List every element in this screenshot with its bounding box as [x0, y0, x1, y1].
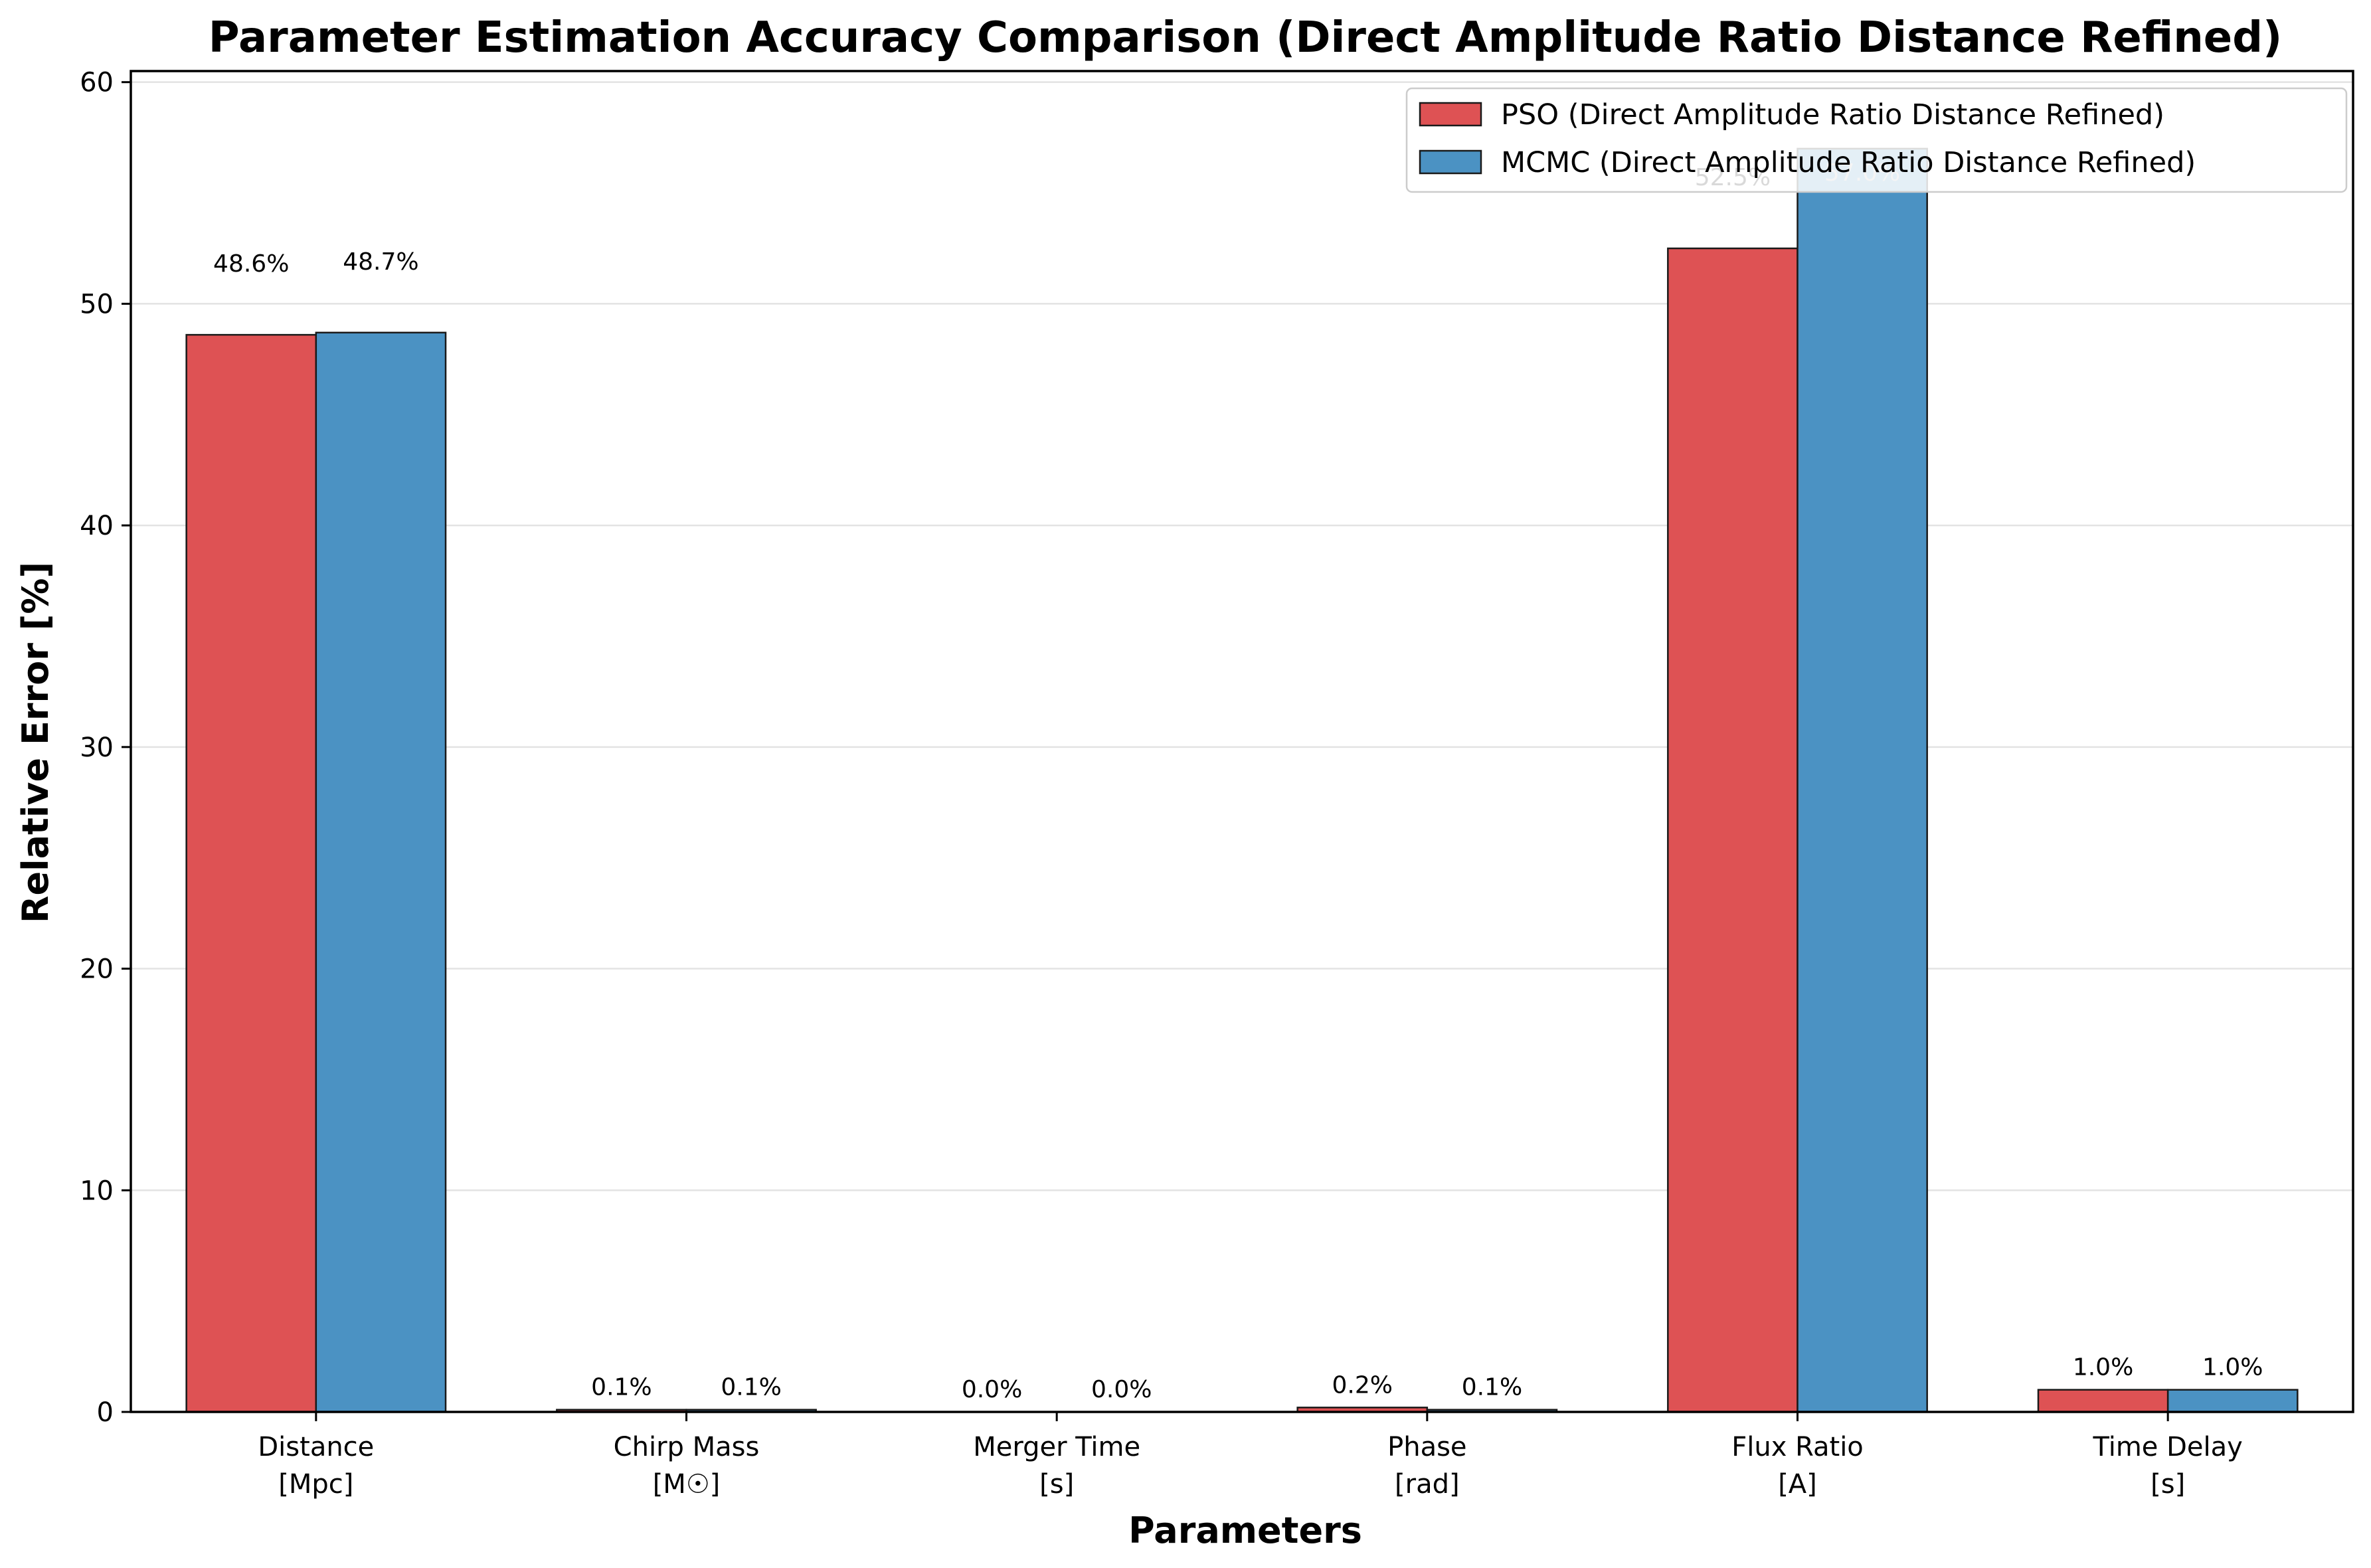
x-axis-label: Parameters — [1128, 1510, 1362, 1551]
x-tick-label: [A] — [1778, 1469, 1817, 1500]
y-tick-label: 40 — [80, 511, 114, 541]
legend-box — [1405, 87, 2348, 193]
bar-value-label: 0.1% — [1462, 1374, 1522, 1401]
bar-pso — [185, 333, 317, 1413]
bar-value-label: 0.1% — [721, 1374, 781, 1401]
bar-mcmc — [1797, 147, 1928, 1413]
x-tick-label: Flux Ratio — [1731, 1432, 1864, 1462]
bars — [185, 147, 2299, 1413]
gridlines — [131, 81, 2353, 1191]
x-tick-label: [M☉] — [653, 1469, 721, 1500]
x-tick-label: [s] — [1039, 1469, 1074, 1500]
x-tick-label: [rad] — [1395, 1469, 1460, 1500]
y-tick-label: 10 — [80, 1176, 114, 1206]
bar-value-label: 0.0% — [1091, 1376, 1152, 1403]
legend-entry: PSO (Direct Amplitude Ratio Distance Ref… — [1501, 98, 2164, 131]
bar-value-label: 1.0% — [2073, 1354, 2133, 1381]
chart-title: Parameter Estimation Accuracy Comparison… — [209, 13, 2283, 62]
x-tick-label: Phase — [1387, 1432, 1466, 1462]
x-tick-label: Merger Time — [973, 1432, 1140, 1462]
legend: PSO (Direct Amplitude Ratio Distance Ref… — [1405, 87, 2348, 193]
legend-swatch — [1419, 149, 1482, 175]
x-tick-label: Distance — [258, 1432, 374, 1462]
y-tick-label: 60 — [80, 68, 114, 98]
legend-entry: MCMC (Direct Amplitude Ratio Distance Re… — [1501, 146, 2196, 179]
y-tick-label: 20 — [80, 954, 114, 985]
y-tick-label: 50 — [80, 289, 114, 319]
bar-mcmc — [2166, 1389, 2299, 1413]
x-axis-ticks: Distance [Mpc] Chirp Mass [M☉] Merger Time [s… — [258, 1412, 2243, 1500]
bar-mcmc — [315, 331, 447, 1413]
x-tick-label: [s] — [2151, 1469, 2185, 1500]
bar-pso — [2037, 1389, 2169, 1413]
plot-frame — [130, 70, 2354, 1413]
bar-value-label: 0.1% — [591, 1374, 652, 1401]
x-tick-label: Chirp Mass — [614, 1432, 760, 1462]
bar-value-label: 1.0% — [2202, 1354, 2263, 1381]
axes — [130, 70, 2354, 1413]
x-tick-label: Time Delay — [2093, 1432, 2243, 1462]
y-tick-label: 30 — [80, 733, 114, 763]
bar-pso — [1667, 247, 1799, 1413]
bar-value-label: 48.7% — [343, 248, 418, 276]
y-tick-label: 0 — [97, 1397, 114, 1428]
legend-swatch — [1419, 102, 1482, 127]
bar-value-label: 0.0% — [962, 1376, 1022, 1403]
y-axis-label: Relative Error [%] — [15, 562, 56, 923]
bar-value-label: 48.6% — [213, 250, 289, 278]
y-axis-ticks: 0 10 20 30 40 50 60 — [80, 68, 131, 1428]
bar-value-label: 0.2% — [1332, 1371, 1393, 1399]
data-labels: 48.6%0.1%0.0%0.2%52.5%1.0%48.7%0.1%0.0%0… — [213, 159, 2263, 1403]
x-tick-label: [Mpc] — [278, 1469, 353, 1500]
